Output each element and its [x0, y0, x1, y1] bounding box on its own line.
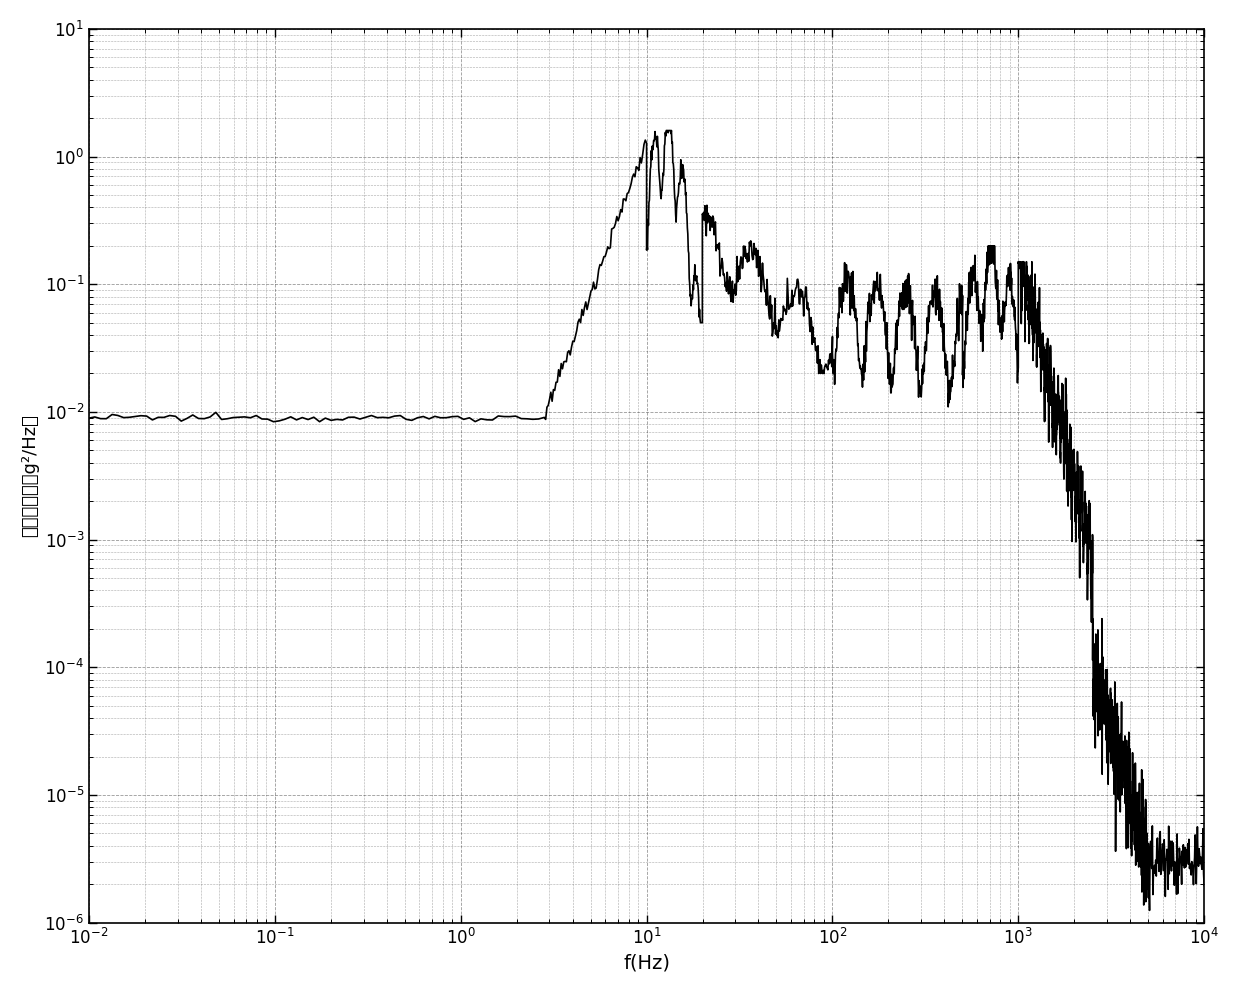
Y-axis label: 功率谱密度（g²/Hz）: 功率谱密度（g²/Hz） — [21, 414, 38, 537]
X-axis label: f(Hz): f(Hz) — [622, 953, 670, 972]
